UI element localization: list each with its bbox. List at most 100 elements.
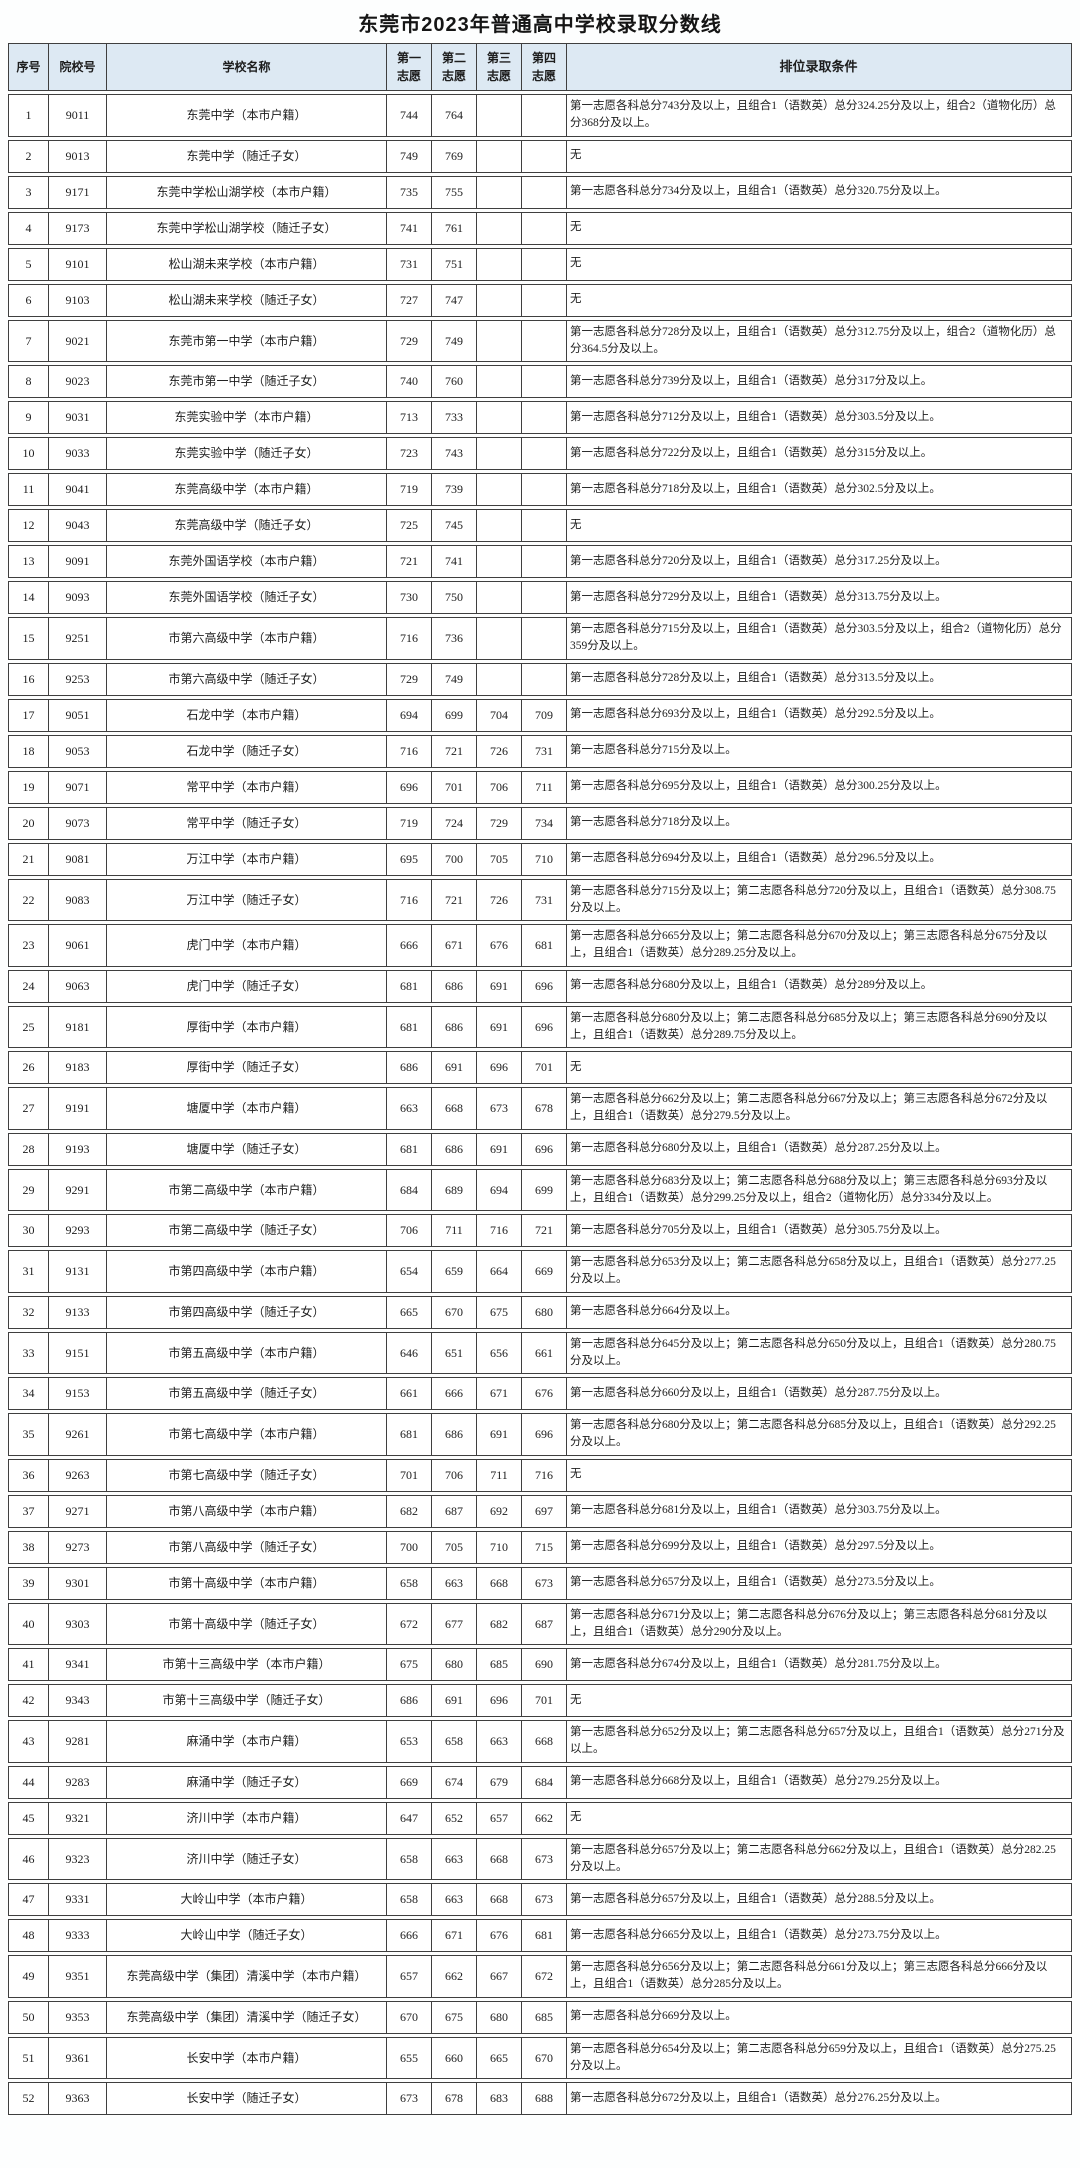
- cell-choice-2-score: 686: [432, 1133, 477, 1165]
- table-row: 3 9171 东莞中学松山湖学校（本市户籍） 735 755 第一志愿各科总分7…: [8, 175, 1072, 209]
- table-row: 38 9273 市第八高级中学（随迁子女） 700 705 710 715 第一…: [8, 1530, 1072, 1564]
- table-row: 46 9323 济川中学（随迁子女） 658 663 668 673 第一志愿各…: [8, 1837, 1072, 1880]
- cell-school-code: 9283: [49, 1766, 107, 1798]
- table-row: 45 9321 济川中学（本市户籍） 647 652 657 662 无: [8, 1801, 1072, 1835]
- cell-choice-3-score: 676: [477, 1920, 522, 1951]
- cell-choice-3-score: 671: [477, 1378, 522, 1409]
- table-row: 47 9331 大岭山中学（本市户籍） 658 663 668 673 第一志愿…: [8, 1883, 1072, 1916]
- cell-school-code: 9073: [49, 807, 107, 839]
- table-row: 49 9351 东莞高级中学（集团）清溪中学（本市户籍） 657 662 667…: [8, 1955, 1072, 1998]
- table-row: 40 9303 市第十高级中学（随迁子女） 672 677 682 687 第一…: [8, 1602, 1072, 1645]
- cell-choice-4-score: 684: [522, 1766, 567, 1798]
- cell-choice-2-score: 671: [432, 1920, 477, 1951]
- cell-choice-1-score: 654: [387, 1251, 432, 1292]
- cell-index: 37: [9, 1495, 49, 1527]
- cell-choice-4-score: 701: [522, 1685, 567, 1716]
- cell-choice-4-score: 688: [522, 2083, 567, 2114]
- cell-index: 6: [9, 284, 49, 316]
- cell-school-name: 常平中学（随迁子女）: [107, 807, 387, 839]
- cell-choice-4-score: 731: [522, 879, 567, 920]
- cell-choice-4-score: 734: [522, 807, 567, 839]
- table-row: 13 9091 东莞外国语学校（本市户籍） 721 741 第一志愿各科总分72…: [8, 545, 1072, 578]
- table-row: 10 9033 东莞实验中学（随迁子女） 723 743 第一志愿各科总分722…: [8, 437, 1072, 470]
- cell-index: 11: [9, 474, 49, 505]
- cell-choice-1-score: 653: [387, 1721, 432, 1762]
- table-header-row: 序号 院校号 学校名称 第一志愿 第二志愿 第三志愿 第四志愿 排位录取条件: [8, 43, 1072, 91]
- cell-choice-2-score: 750: [432, 582, 477, 613]
- cell-choice-2-score: 700: [432, 843, 477, 875]
- cell-school-code: 9031: [49, 402, 107, 433]
- cell-school-code: 9081: [49, 843, 107, 875]
- cell-admission-condition: 第一志愿各科总分657分及以上，且组合1（语数英）总分288.5分及以上。: [570, 1892, 941, 1905]
- cell-admission-condition: 第一志愿各科总分665分及以上；第二志愿各科总分670分及以上；第三志愿各科总分…: [570, 930, 1048, 960]
- cell-school-name: 万江中学（随迁子女）: [107, 879, 387, 920]
- cell-admission-condition: 无: [570, 293, 582, 306]
- cell-index: 22: [9, 879, 49, 920]
- table-row: 4 9173 东莞中学松山湖学校（随迁子女） 741 761 无: [8, 211, 1072, 245]
- cell-choice-2-score: 745: [432, 510, 477, 541]
- cell-school-name: 石龙中学（本市户籍）: [107, 699, 387, 731]
- cell-school-name: 济川中学（随迁子女）: [107, 1838, 387, 1879]
- cell-choice-4-score: 681: [522, 925, 567, 966]
- cell-admission-condition: 无: [570, 149, 582, 162]
- cell-choice-1-score: 684: [387, 1169, 432, 1210]
- cell-index: 40: [9, 1603, 49, 1644]
- cell-choice-3-score: 694: [477, 1169, 522, 1210]
- cell-choice-4-score: 731: [522, 735, 567, 767]
- cell-index: 12: [9, 510, 49, 541]
- cell-school-name: 麻涌中学（本市户籍）: [107, 1721, 387, 1762]
- cell-choice-1-score: 740: [387, 366, 432, 397]
- cell-choice-3-score: 691: [477, 970, 522, 1002]
- cell-school-name: 厚街中学（随迁子女）: [107, 1052, 387, 1083]
- cell-school-code: 9353: [49, 2001, 107, 2033]
- cell-school-name: 东莞外国语学校（随迁子女）: [107, 582, 387, 613]
- cell-choice-4-score: [522, 284, 567, 316]
- cell-choice-2-score: 743: [432, 438, 477, 469]
- cell-choice-3-score: 667: [477, 1956, 522, 1997]
- header-admission-condition: 排位录取条件: [779, 59, 858, 75]
- cell-choice-4-score: 696: [522, 970, 567, 1002]
- table-row: 11 9041 东莞高级中学（本市户籍） 719 739 第一志愿各科总分718…: [8, 473, 1072, 506]
- cell-admission-condition: 第一志愿各科总分715分及以上；第二志愿各科总分720分及以上，且组合1（语数英…: [570, 884, 1056, 914]
- cell-choice-2-score: 751: [432, 248, 477, 280]
- cell-school-code: 9043: [49, 510, 107, 541]
- cell-choice-2-score: 755: [432, 176, 477, 208]
- cell-choice-4-score: 681: [522, 1920, 567, 1951]
- cell-school-name: 常平中学（本市户籍）: [107, 771, 387, 803]
- cell-choice-2-score: 705: [432, 1531, 477, 1563]
- cell-choice-2-score: 674: [432, 1766, 477, 1798]
- cell-choice-4-score: 697: [522, 1495, 567, 1527]
- cell-choice-2-score: 691: [432, 1052, 477, 1083]
- cell-school-code: 9101: [49, 248, 107, 280]
- cell-school-code: 9271: [49, 1495, 107, 1527]
- cell-choice-3-score: 726: [477, 735, 522, 767]
- cell-choice-2-score: 721: [432, 735, 477, 767]
- cell-choice-2-score: 747: [432, 284, 477, 316]
- cell-school-name: 市第四高级中学（本市户籍）: [107, 1251, 387, 1292]
- cell-school-code: 9251: [49, 618, 107, 659]
- cell-index: 21: [9, 843, 49, 875]
- cell-choice-3-score: [477, 582, 522, 613]
- cell-choice-4-score: 709: [522, 699, 567, 731]
- header-school-code: 院校号: [49, 44, 107, 90]
- cell-choice-1-score: 735: [387, 176, 432, 208]
- cell-choice-1-score: 741: [387, 212, 432, 244]
- cell-index: 26: [9, 1052, 49, 1083]
- cell-choice-4-score: [522, 438, 567, 469]
- cell-school-code: 9341: [49, 1649, 107, 1680]
- cell-choice-2-score: 670: [432, 1296, 477, 1328]
- table-row: 9 9031 东莞实验中学（本市户籍） 713 733 第一志愿各科总分712分…: [8, 401, 1072, 434]
- cell-index: 3: [9, 176, 49, 208]
- cell-school-code: 9273: [49, 1531, 107, 1563]
- cell-index: 29: [9, 1169, 49, 1210]
- cell-choice-1-score: 706: [387, 1215, 432, 1246]
- cell-admission-condition: 第一志愿各科总分695分及以上，且组合1（语数英）总分300.25分及以上。: [570, 780, 947, 793]
- table-row: 24 9063 虎门中学（随迁子女） 681 686 691 696 第一志愿各…: [8, 969, 1072, 1003]
- cell-choice-2-score: 663: [432, 1884, 477, 1915]
- header-choice-2: 第二志愿: [432, 44, 477, 90]
- cell-choice-2-score: 721: [432, 879, 477, 920]
- cell-index: 35: [9, 1414, 49, 1455]
- cell-choice-3-score: 696: [477, 1052, 522, 1083]
- cell-school-code: 9291: [49, 1169, 107, 1210]
- header-school-name: 学校名称: [107, 44, 387, 90]
